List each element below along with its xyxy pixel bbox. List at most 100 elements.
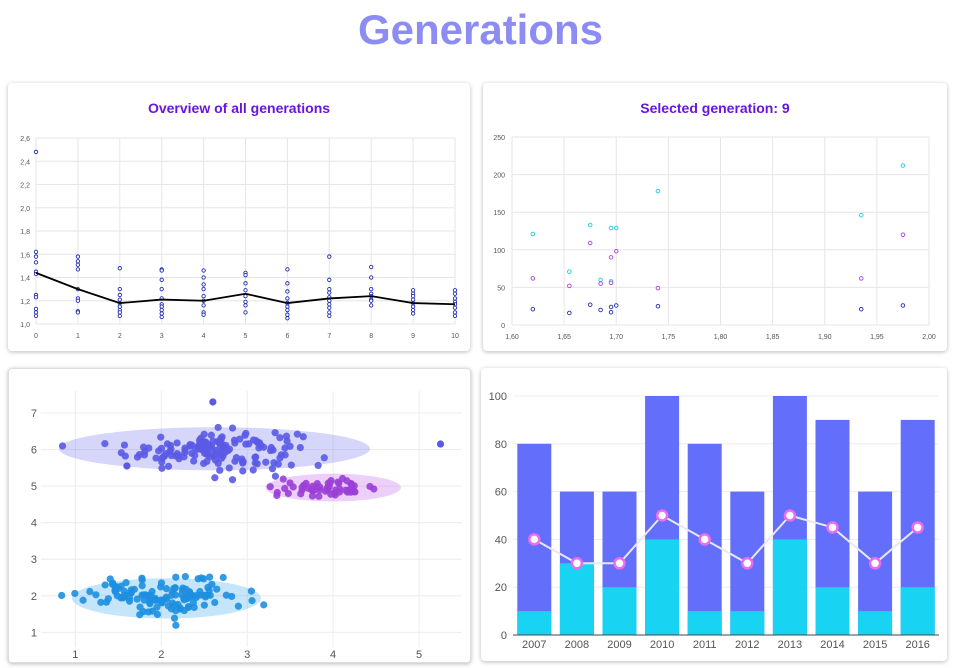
cluster-point-lightblue [109,579,117,587]
data-point [159,304,164,309]
cluster-point-lightblue [157,579,166,587]
x-tick-label: 2015 [863,639,887,651]
data-point [33,254,39,259]
cluster-point-purple [315,492,323,500]
chart-title: Overview of all generations [148,100,330,116]
cluster-point-lightblue [206,573,214,581]
cluster-point-blue [157,433,165,441]
cluster-point-blue [209,437,217,445]
data-point [33,310,39,315]
y-tick-label: 7 [31,408,37,420]
cluster-point-blue [216,448,224,456]
cluster-point-lightblue [148,587,156,596]
cluster-point-purple [308,492,316,500]
data-point [201,275,206,280]
data-point [369,303,374,308]
cluster-point-lightblue [92,591,100,599]
cluster-point-lightblue [86,587,94,596]
cluster-point-lightblue [97,598,105,606]
x-tick-label: 5 [244,333,248,340]
data-point [33,306,39,312]
data-point-cyan [608,225,614,231]
y-tick-label: 40 [495,534,507,546]
data-point-blue [613,303,619,308]
cluster-point-lightblue [200,575,208,583]
cluster-point-lightblue [138,576,146,584]
cluster-point-blue [269,446,277,454]
data-point-blue [858,306,864,312]
cluster-point-purple [279,475,287,483]
bar-part [730,611,765,635]
cluster-point-blue [271,429,279,437]
data-point-cyan [858,212,864,218]
y-tick-label: 1,0 [20,322,30,329]
cluster-point-lightblue [228,592,236,601]
data-point [75,310,81,315]
cluster-point-blue [296,443,304,452]
y-tick-label: 60 [495,487,507,499]
cluster-point-lightblue [79,596,87,604]
cluster-point-blue [152,454,160,462]
data-point [369,298,374,303]
y-tick-label: 50 [497,285,505,292]
selected-generation-chart: Selected generation: 9 0 50 100 150 200 250 1,6… [493,100,936,341]
chart-title: Selected generation: 9 [640,100,790,116]
line-marker [655,509,669,522]
cluster-point-blue [207,431,215,439]
bar-part [602,587,637,635]
cluster-point-blue [262,458,270,466]
data-point [452,305,458,310]
page-title: Generations [357,6,604,53]
cluster-point-lightblue [181,572,189,581]
cluster-point-blue [276,434,284,442]
cluster-point-lightblue [193,591,202,599]
x-tick-label: 5 [416,649,422,661]
data-point [201,268,206,273]
data-point [410,307,416,313]
cluster-chart: 1 2 3 4 5 6 7 1 2 3 4 5 [31,391,462,661]
cluster-point-purple [350,487,358,496]
x-tick-label: 4 [330,649,336,661]
cluster-point-blue [314,461,322,470]
cluster-point-blue [164,462,173,470]
data-point [327,298,332,303]
x-tick-label: 1,70 [609,334,623,341]
x-tick-label: 2013 [778,639,802,651]
cluster-point-lightblue [172,607,180,615]
cluster-point-lightblue [115,584,123,593]
x-tick-label: 2011 [693,639,717,651]
y-tick-label: 80 [495,439,507,451]
data-point-blue [598,307,603,313]
cluster-point-lightblue [133,595,141,603]
line-marker [911,521,924,534]
x-tick-label: 1,95 [870,334,884,341]
mean-line [35,272,456,306]
data-point-purple [567,283,572,289]
line-marker [528,533,541,546]
data-point [285,316,290,321]
cluster-point-lightblue [247,587,256,595]
y-tick-label: 250 [493,135,505,142]
data-point-purple [598,281,603,286]
cluster-point-blue [158,458,166,466]
cluster-point-blue [209,398,217,406]
y-tick-label: 200 [493,173,505,180]
data-point [410,288,416,293]
data-point [327,310,332,315]
x-tick-label: 3 [160,333,164,340]
cluster-point-lightblue [122,579,130,587]
y-tick-label: 5 [31,481,37,493]
y-tick-label: 100 [489,391,507,403]
line-marker [826,521,839,534]
x-tick-label: 2 [118,333,122,340]
y-tick-label: 1 [31,627,37,639]
data-point [285,312,290,317]
data-point-cyan [900,163,906,168]
data-point [117,297,122,302]
cluster-point-blue [221,444,230,452]
cluster-point-blue [287,461,295,469]
data-point [33,149,39,155]
data-point [410,304,416,309]
cluster-point-purple [297,490,305,498]
line-marker [570,557,584,570]
